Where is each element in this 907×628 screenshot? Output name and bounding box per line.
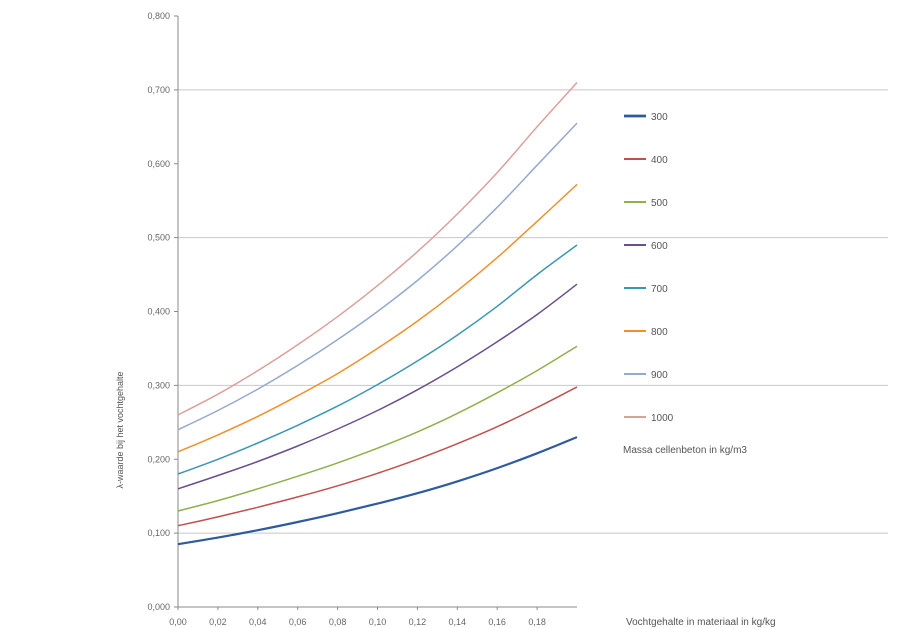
legend-label-300: 300 bbox=[651, 112, 668, 123]
series-line-800 bbox=[177, 183, 578, 453]
series-line-700 bbox=[177, 244, 578, 475]
y-tick-label: 0,100 bbox=[147, 528, 170, 538]
legend-label-800: 800 bbox=[651, 327, 668, 338]
x-axis-title: Vochtgehalte in materiaal in kg/kg bbox=[626, 617, 776, 628]
y-tick-label: 0,000 bbox=[147, 602, 170, 612]
x-tick-label: 0,08 bbox=[329, 617, 347, 627]
y-tick-label: 0,800 bbox=[147, 11, 170, 21]
legend-title: Massa cellenbeton in kg/m3 bbox=[623, 445, 747, 456]
y-tick-label: 0,500 bbox=[147, 233, 170, 243]
series-line-600 bbox=[177, 283, 578, 490]
series-line-500 bbox=[177, 345, 578, 512]
y-axis-title: λ-waarde bij het vochtgehalte bbox=[115, 371, 125, 488]
series-line-1000 bbox=[177, 82, 578, 416]
series-line-900 bbox=[177, 122, 578, 431]
y-tick-label: 0,700 bbox=[147, 85, 170, 95]
legend-label-900: 900 bbox=[651, 370, 668, 381]
y-tick-label: 0,300 bbox=[147, 380, 170, 390]
legend-label-700: 700 bbox=[651, 284, 668, 295]
x-tick-label: 0,06 bbox=[289, 617, 307, 627]
x-tick-label: 0,02 bbox=[209, 617, 227, 627]
legend-label-400: 400 bbox=[651, 155, 668, 166]
y-tick-label: 0,400 bbox=[147, 307, 170, 317]
legend: 300 400 500 600 700 800 900 1000 bbox=[624, 112, 674, 424]
series-line-300 bbox=[177, 436, 578, 546]
legend-label-600: 600 bbox=[651, 241, 668, 252]
series-lines bbox=[177, 82, 578, 546]
x-tick-label: 0,10 bbox=[369, 617, 387, 627]
x-tick-label: 0,16 bbox=[488, 617, 506, 627]
axes: 0,000 0,100 0,200 0,300 0,400 0,500 0,600 0,700… bbox=[147, 11, 577, 627]
x-tick-label: 0,18 bbox=[528, 617, 546, 627]
x-tick-label: 0,14 bbox=[449, 617, 467, 627]
x-tick-label: 0,12 bbox=[409, 617, 427, 627]
x-tick-label: 0,04 bbox=[249, 617, 267, 627]
gridlines bbox=[178, 89, 888, 534]
legend-label-500: 500 bbox=[651, 198, 668, 209]
legend-label-1000: 1000 bbox=[651, 413, 674, 424]
series-line-400 bbox=[177, 386, 578, 527]
y-tick-label: 0,600 bbox=[147, 159, 170, 169]
x-tick-label: 0,00 bbox=[169, 617, 187, 627]
y-tick-label: 0,200 bbox=[147, 454, 170, 464]
